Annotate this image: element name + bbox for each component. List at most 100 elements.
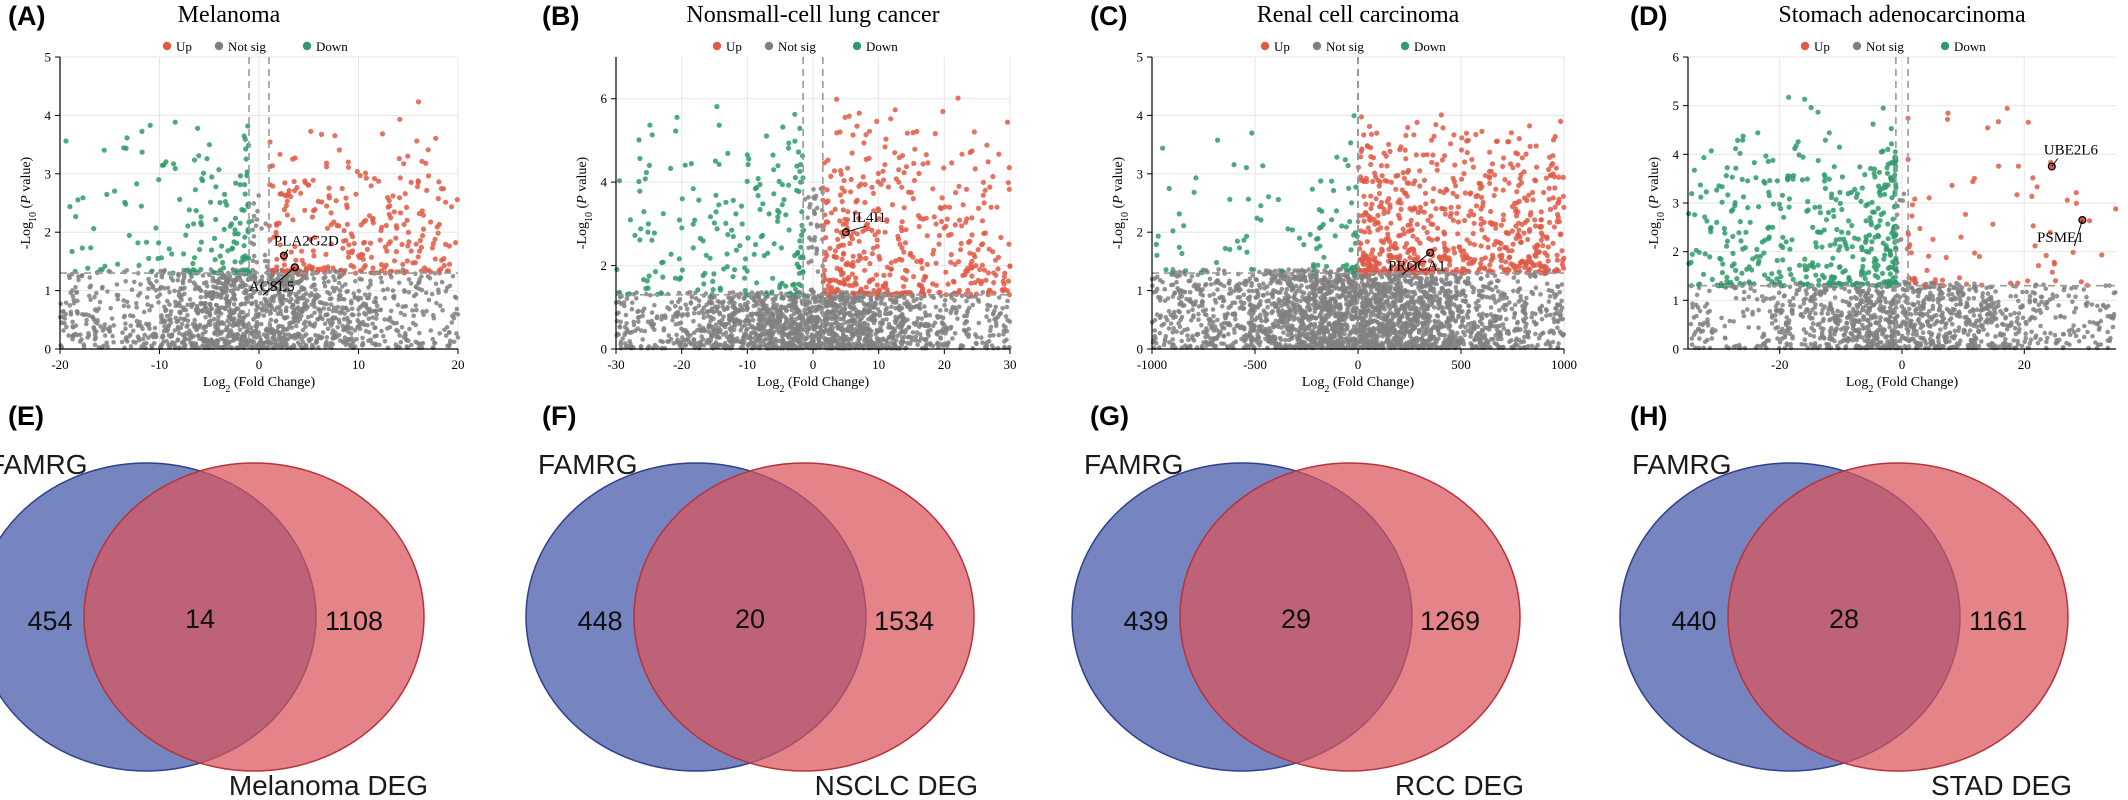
data-point bbox=[228, 307, 234, 313]
data-point bbox=[379, 131, 386, 137]
data-point bbox=[713, 192, 719, 198]
y-tick-label: 6 bbox=[601, 91, 608, 106]
data-point bbox=[402, 288, 407, 293]
data-point bbox=[887, 272, 893, 278]
data-point bbox=[175, 278, 181, 283]
data-point bbox=[351, 291, 357, 296]
data-point bbox=[614, 266, 620, 273]
data-point bbox=[649, 310, 655, 315]
y-tick-label: 5 bbox=[45, 50, 52, 65]
data-point bbox=[991, 280, 997, 286]
data-point bbox=[266, 267, 271, 272]
data-point bbox=[740, 324, 745, 330]
data-point bbox=[874, 282, 880, 288]
data-point bbox=[901, 249, 907, 255]
data-point bbox=[132, 279, 137, 285]
data-point bbox=[342, 311, 347, 316]
data-point bbox=[334, 308, 340, 314]
data-point bbox=[74, 290, 79, 295]
data-point bbox=[863, 132, 869, 138]
data-point bbox=[935, 329, 941, 335]
data-point bbox=[299, 313, 304, 319]
data-point bbox=[772, 297, 778, 302]
data-point bbox=[933, 304, 939, 310]
data-point bbox=[1000, 306, 1005, 311]
data-point bbox=[396, 195, 403, 201]
data-point bbox=[108, 305, 113, 311]
data-point bbox=[367, 240, 374, 246]
data-point bbox=[388, 215, 394, 221]
data-point bbox=[889, 202, 896, 208]
data-point bbox=[732, 305, 738, 311]
data-point bbox=[635, 309, 640, 315]
data-point bbox=[200, 170, 207, 176]
data-point bbox=[904, 130, 910, 136]
data-point bbox=[671, 314, 676, 319]
data-point bbox=[145, 302, 150, 307]
data-point bbox=[793, 286, 799, 292]
x-axis-label-suffix: (Fold Change) bbox=[784, 375, 869, 390]
data-point bbox=[1559, 298, 1564, 304]
data-point bbox=[257, 290, 263, 296]
data-point bbox=[916, 304, 922, 310]
data-point bbox=[348, 331, 354, 336]
data-point bbox=[920, 161, 926, 167]
data-point bbox=[696, 303, 702, 309]
data-point bbox=[251, 317, 256, 322]
data-point bbox=[63, 300, 69, 306]
data-point bbox=[636, 137, 642, 143]
data-point bbox=[183, 232, 189, 238]
data-point bbox=[1005, 278, 1012, 284]
data-point bbox=[771, 300, 776, 306]
data-point bbox=[995, 254, 1002, 260]
data-point bbox=[274, 328, 280, 334]
data-point bbox=[806, 195, 811, 200]
legend-marker-down bbox=[302, 41, 312, 51]
data-point bbox=[322, 321, 328, 327]
data-point bbox=[647, 122, 653, 128]
data-point bbox=[182, 317, 187, 323]
data-point bbox=[383, 222, 389, 229]
data-point bbox=[662, 345, 667, 351]
data-point bbox=[741, 296, 747, 302]
data-point bbox=[647, 293, 653, 298]
data-point bbox=[809, 244, 815, 250]
data-point bbox=[192, 317, 197, 323]
data-point bbox=[353, 270, 359, 276]
data-point bbox=[80, 195, 86, 201]
data-point bbox=[181, 305, 186, 311]
data-point bbox=[321, 306, 327, 311]
data-point bbox=[368, 282, 373, 287]
data-point bbox=[890, 299, 896, 305]
data-point bbox=[968, 280, 974, 286]
data-point bbox=[313, 287, 318, 292]
data-point bbox=[845, 165, 851, 171]
data-point bbox=[401, 221, 407, 228]
data-point bbox=[263, 221, 269, 226]
data-point bbox=[223, 338, 229, 343]
data-point bbox=[290, 156, 296, 162]
data-point bbox=[711, 220, 718, 226]
data-point bbox=[923, 323, 929, 329]
data-point bbox=[910, 130, 916, 136]
data-point bbox=[985, 307, 990, 312]
data-point bbox=[672, 303, 678, 309]
data-point bbox=[351, 312, 356, 318]
data-point bbox=[208, 199, 214, 205]
data-point bbox=[841, 188, 848, 194]
y-tick-label: 4 bbox=[45, 108, 52, 123]
data-point bbox=[120, 330, 125, 336]
data-point bbox=[915, 213, 922, 219]
data-point bbox=[241, 133, 247, 139]
data-point bbox=[404, 217, 410, 223]
data-point bbox=[332, 133, 338, 139]
data-point bbox=[385, 204, 391, 210]
data-point bbox=[172, 165, 178, 172]
data-point bbox=[175, 326, 181, 332]
data-point bbox=[360, 335, 365, 341]
data-point bbox=[303, 319, 308, 325]
data-point bbox=[759, 290, 764, 295]
y-tick-label: 2 bbox=[601, 258, 608, 273]
data-point bbox=[845, 209, 851, 215]
data-point bbox=[880, 168, 886, 174]
